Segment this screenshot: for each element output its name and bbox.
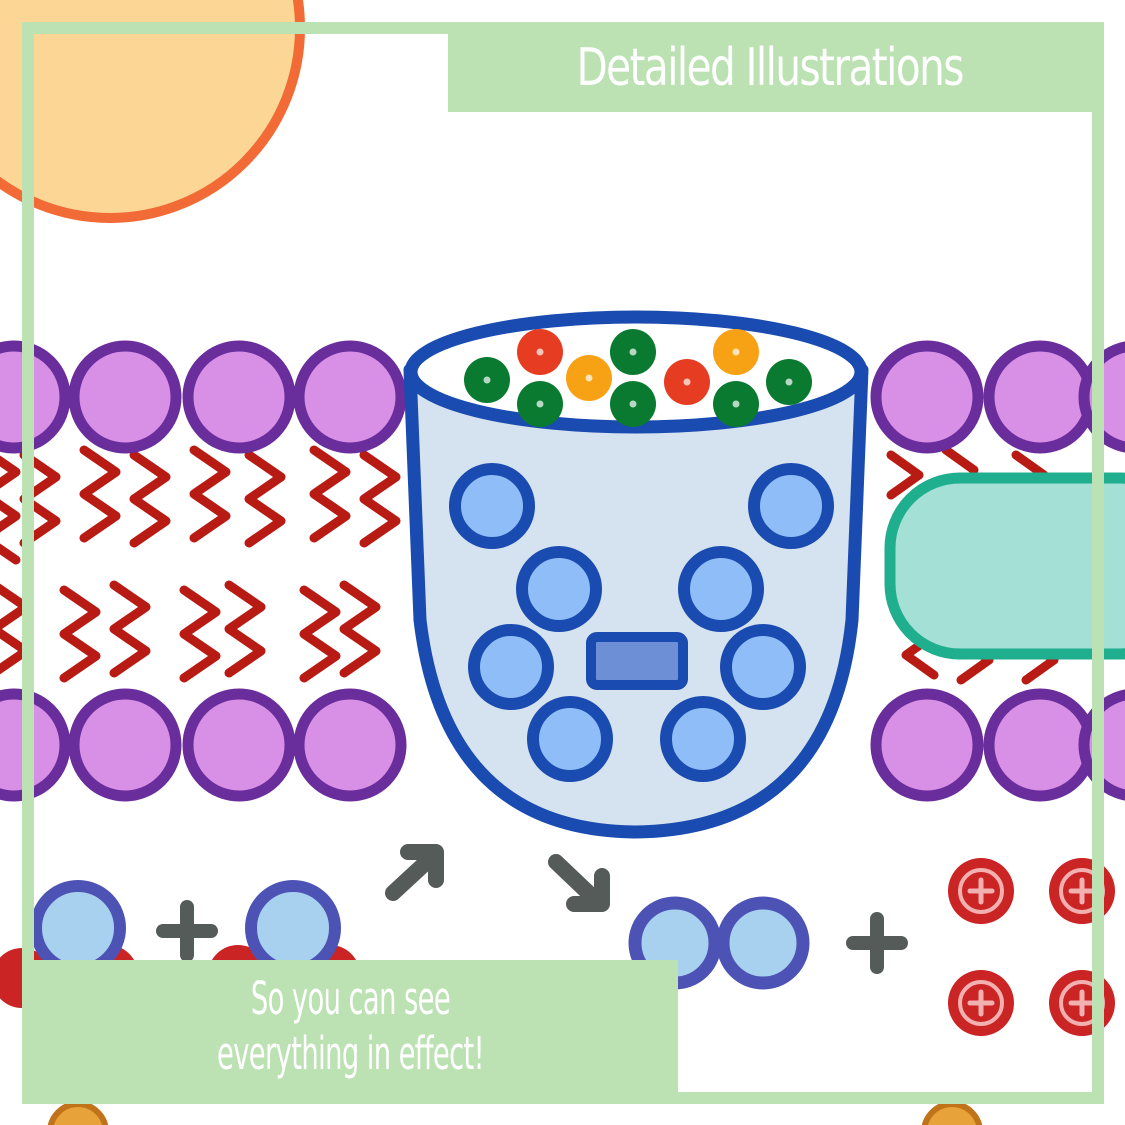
lipid-tails-left (0, 445, 401, 683)
particle-dot-center (536, 400, 544, 408)
lipid-tail (59, 585, 101, 683)
proton-icon (948, 858, 1014, 924)
lipid-tail (129, 450, 171, 548)
phospholipid-head (870, 688, 984, 802)
sun-shape (0, 0, 305, 223)
lipid-tail (189, 445, 231, 543)
phospholipid-head (293, 688, 407, 802)
proton-icon (1049, 970, 1115, 1036)
lipid-tail (79, 445, 121, 543)
lipid-tail (1011, 450, 1049, 480)
arrow-icon (385, 844, 444, 901)
selectivity-filter (586, 632, 688, 690)
ion (516, 546, 602, 632)
particle-dot-center (629, 400, 637, 408)
particle-dot-center (629, 348, 637, 356)
phospholipid-head (0, 340, 71, 454)
lipid-tail (339, 580, 381, 678)
lipid-tail (0, 455, 21, 565)
particle-dot-center (785, 378, 793, 386)
phospholipid-head (983, 340, 1097, 454)
ion (449, 463, 535, 549)
plus-icon (846, 912, 908, 974)
ion (527, 696, 613, 782)
phospholipid-head (293, 340, 407, 454)
ion (678, 546, 764, 632)
phospholipid-head (182, 688, 296, 802)
phospholipid-head (68, 340, 182, 454)
lipid-tail (19, 450, 61, 548)
ion (720, 624, 806, 710)
membrane-protein (884, 472, 1125, 660)
particle-dot-center (683, 378, 691, 386)
lipid-tail (244, 450, 286, 548)
proton-icon (1049, 858, 1115, 924)
particle-dot-center (536, 348, 544, 356)
caption-banner: So you can see everything in effect! (22, 960, 678, 1092)
phospholipid-head (870, 340, 984, 454)
proton-icons (948, 858, 1115, 1036)
proton-icon (948, 970, 1014, 1036)
lipid-tail (299, 585, 341, 683)
particle-dot-center (732, 348, 740, 356)
phospholipid-head (1078, 341, 1125, 453)
phospholipid-head (0, 688, 71, 802)
lipid-tail (179, 585, 221, 683)
ion (468, 624, 554, 710)
phospholipid-head (1078, 689, 1125, 801)
particle-dot-center (732, 400, 740, 408)
lipid-tail (886, 450, 924, 500)
lipid-tail (224, 580, 266, 678)
phospholipid-head (983, 688, 1097, 802)
particle-dot-center (585, 374, 593, 382)
ion (748, 463, 834, 549)
caption-line-1: So you can see (250, 972, 450, 1025)
ion-channel (403, 310, 869, 839)
particle-dot-center (483, 376, 491, 384)
lipid-tail (0, 583, 31, 675)
lipid-tail (359, 450, 401, 548)
lipid-tail (109, 580, 151, 678)
lipid-tail (941, 445, 979, 475)
plus-icon (156, 900, 218, 962)
bottom-partial-icons (47, 1101, 983, 1125)
title-banner: Detailed Illustrations (448, 24, 1092, 112)
phospholipid-head (182, 340, 296, 454)
title-text: Detailed Illustrations (576, 38, 965, 98)
phospholipid-head (68, 688, 182, 802)
caption-line-2: everything in effect! (216, 1027, 484, 1080)
lipid-heads (0, 340, 1125, 802)
lipid-tail (309, 445, 351, 543)
arrow-icon (548, 854, 610, 912)
ion (660, 696, 746, 782)
